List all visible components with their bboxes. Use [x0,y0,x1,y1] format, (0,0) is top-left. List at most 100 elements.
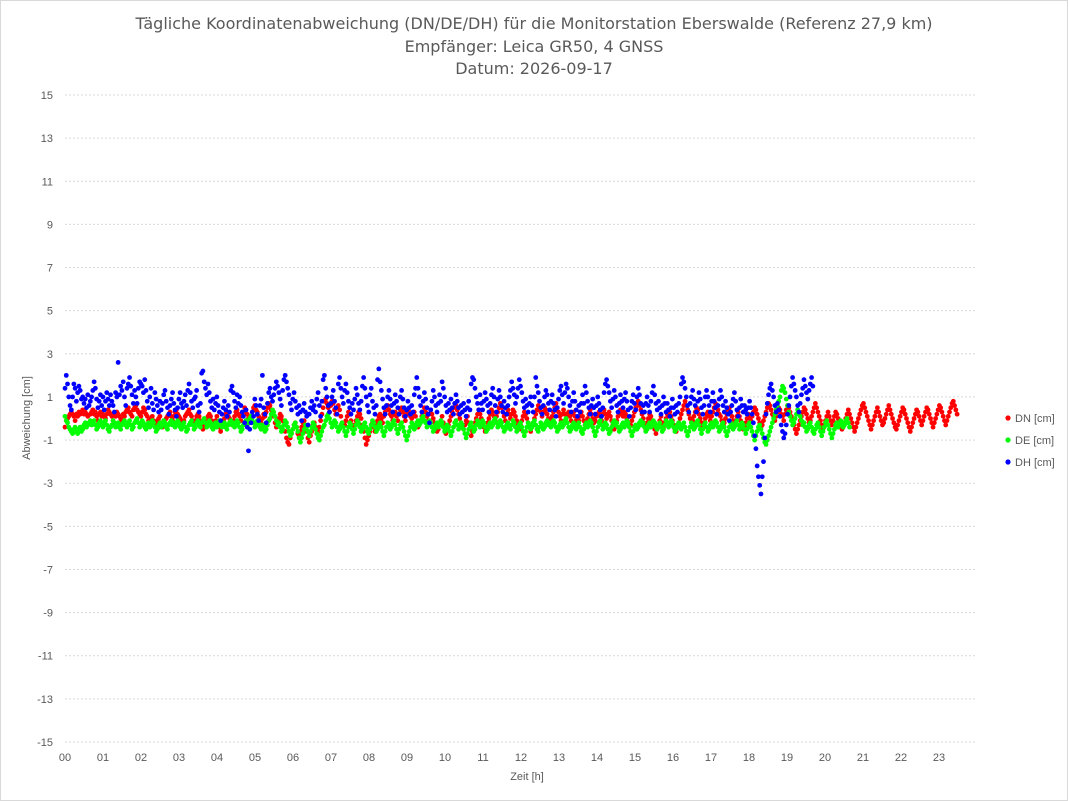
data-point [553,413,559,419]
data-point [664,401,670,406]
data-point [189,413,194,419]
data-point [954,411,960,417]
x-tick-label: 03 [173,752,185,764]
data-point [814,405,820,411]
data-point [805,426,811,432]
data-point [723,398,728,404]
data-point [329,394,335,400]
data-point [720,420,726,426]
data-point [387,396,393,402]
data-point [249,409,255,415]
data-point [265,401,270,406]
data-point [740,422,746,428]
data-point [580,431,585,436]
data-point [153,396,159,402]
data-point [404,437,410,443]
data-point [749,411,755,417]
data-point [915,409,921,415]
data-point [318,418,324,424]
data-point [280,388,286,393]
data-point [400,396,406,402]
y-tick-label: -11 [38,651,53,663]
data-point [618,392,623,398]
legend-marker [1005,459,1011,465]
data-point [519,390,525,396]
data-point [629,433,635,439]
data-point [597,418,603,424]
data-point [592,418,598,424]
data-point [311,403,317,408]
data-point [277,396,283,402]
data-point [182,392,188,398]
data-point [519,424,525,430]
data-point [135,385,141,391]
data-point [577,424,583,430]
data-point [429,411,435,417]
data-point [499,403,504,408]
data-point [767,429,773,434]
legend-marker [1005,437,1011,443]
data-point [368,385,374,391]
data-point [694,409,699,415]
data-point [952,403,957,408]
data-point [239,409,245,415]
data-point [63,372,69,378]
legend-marker [1005,415,1011,421]
data-point [278,413,284,419]
data-point [447,418,453,424]
data-point [605,383,611,389]
chart-subtitle-receiver: Empfänger: Leica GR50, 4 GNSS [405,37,664,56]
data-point [453,392,459,398]
data-point [564,420,570,426]
data-point [794,394,799,400]
data-point [75,431,81,436]
data-point [809,413,814,419]
data-point [118,383,124,389]
data-point [210,396,216,402]
data-point [812,426,818,432]
data-point [656,398,661,404]
data-point [609,424,615,430]
data-point [468,381,474,387]
data-point [275,383,280,389]
x-tick-label: 02 [135,752,147,764]
data-point [697,396,703,402]
data-point [614,420,620,426]
data-point [575,413,580,419]
data-point [177,390,183,396]
data-point [723,416,728,421]
data-point [192,424,198,430]
data-point [295,429,301,434]
data-point [119,388,125,393]
data-point [544,411,550,417]
data-point [821,424,827,430]
data-point [453,418,459,424]
y-tick-label: 9 [47,219,53,231]
data-point [661,394,666,400]
data-point [532,394,537,400]
data-point [511,409,517,415]
data-point [756,416,761,421]
data-point [225,403,231,408]
data-point [362,385,368,391]
data-point [232,413,237,419]
data-point [657,420,663,426]
x-tick-label: 00 [59,752,71,764]
data-point [361,375,367,380]
data-point [439,413,445,419]
x-tick-label: 21 [857,752,869,764]
y-tick-label: 3 [47,349,53,361]
data-point [198,401,203,406]
data-point [418,403,423,408]
data-point [237,394,243,400]
data-point [490,385,496,391]
data-point [300,431,306,436]
data-point [911,416,917,421]
data-point [704,388,709,393]
data-point [844,416,850,421]
data-point [790,375,796,380]
data-point [858,407,864,413]
data-point [333,420,339,426]
data-point [306,411,312,417]
data-point [863,409,869,415]
